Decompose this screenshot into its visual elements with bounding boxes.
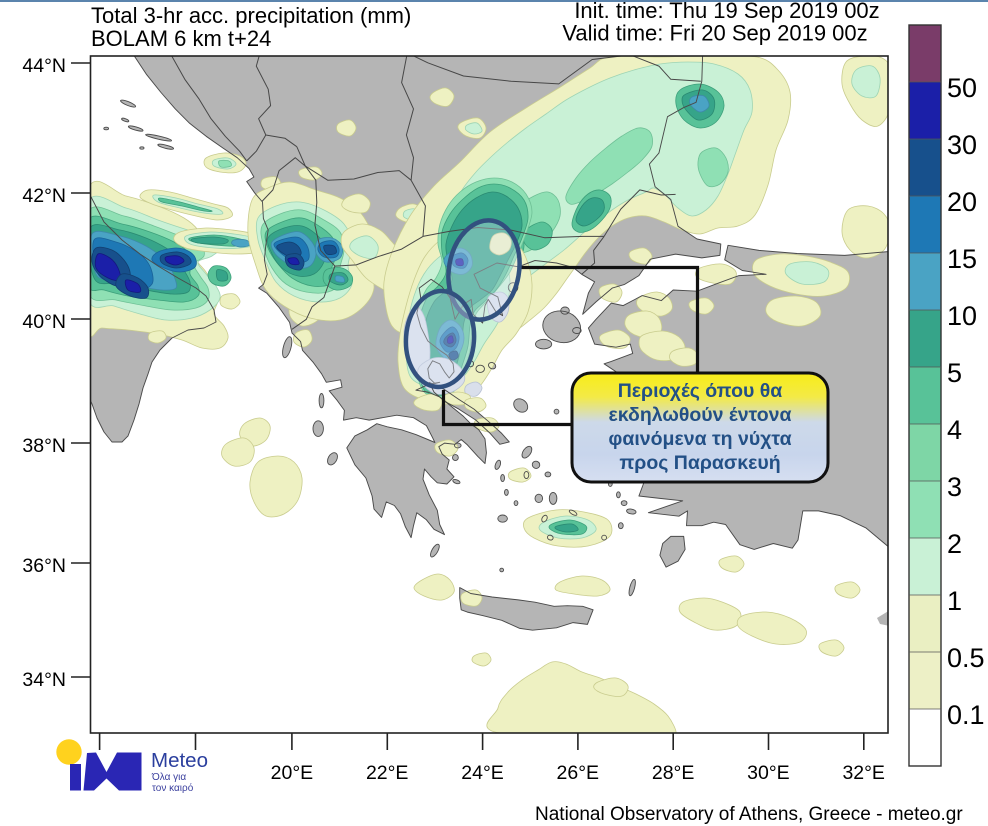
svg-text:0.5: 0.5 <box>947 643 985 673</box>
svg-text:30°E: 30°E <box>747 762 790 784</box>
svg-text:22°E: 22°E <box>366 762 409 784</box>
svg-text:40°N: 40°N <box>22 311 66 333</box>
svg-text:Valid time: Fri 20 Sep 2019 00: Valid time: Fri 20 Sep 2019 00z <box>562 21 867 46</box>
svg-text:38°N: 38°N <box>22 435 66 457</box>
svg-text:26°E: 26°E <box>557 762 600 784</box>
svg-text:34°N: 34°N <box>22 669 66 691</box>
svg-text:50: 50 <box>947 73 977 103</box>
svg-text:15: 15 <box>947 244 977 274</box>
svg-text:National Observatory of Athens: National Observatory of Athens, Greece -… <box>535 804 963 825</box>
svg-text:42°N: 42°N <box>22 185 66 207</box>
svg-text:3: 3 <box>947 472 962 502</box>
svg-text:προς Παρασκευή: προς Παρασκευή <box>619 452 780 474</box>
svg-text:2: 2 <box>947 529 962 559</box>
svg-text:5: 5 <box>947 358 962 388</box>
svg-text:44°N: 44°N <box>22 55 66 77</box>
svg-text:0.1: 0.1 <box>947 700 985 730</box>
svg-text:φαινόμενα τη νύχτα: φαινόμενα τη νύχτα <box>608 428 791 450</box>
svg-text:Total 3-hr acc. precipitation: Total 3-hr acc. precipitation (mm) <box>91 3 411 28</box>
svg-text:4: 4 <box>947 415 962 445</box>
svg-text:20: 20 <box>947 187 977 217</box>
svg-text:εκδηλωθούν έντονα: εκδηλωθούν έντονα <box>609 404 792 426</box>
svg-text:32°E: 32°E <box>842 762 885 784</box>
svg-text:20°E: 20°E <box>271 762 314 784</box>
svg-text:Περιοχές όπου θα: Περιοχές όπου θα <box>618 380 783 402</box>
svg-text:Init. time: Thu 19 Sep 2019 00: Init. time: Thu 19 Sep 2019 00z <box>574 0 879 23</box>
svg-text:10: 10 <box>947 301 977 331</box>
svg-text:τον καιρό: τον καιρό <box>152 782 194 794</box>
svg-text:Meteo: Meteo <box>151 749 208 772</box>
svg-text:1: 1 <box>947 586 962 616</box>
svg-text:BOLAM 6 km t+24: BOLAM 6 km t+24 <box>91 26 271 51</box>
svg-text:28°E: 28°E <box>652 762 695 784</box>
svg-text:24°E: 24°E <box>461 762 504 784</box>
svg-text:Όλα για: Όλα για <box>151 772 186 783</box>
svg-text:30: 30 <box>947 130 977 160</box>
svg-text:36°N: 36°N <box>22 555 66 577</box>
